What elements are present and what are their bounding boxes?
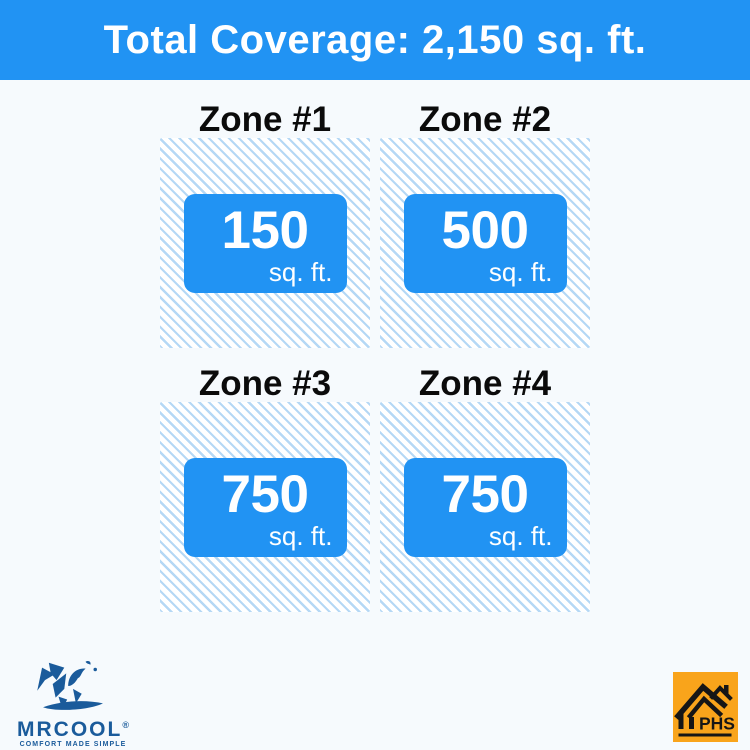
phs-label: PHS [699,714,735,734]
zone-3-coverage-area: 750 sq. ft. [160,402,370,612]
header-title: Total Coverage: 2,150 sq. ft. [103,17,647,62]
zone-4-coverage-area: 750 sq. ft. [380,402,590,612]
zone-1-value-card: 150 sq. ft. [183,193,347,293]
zone-2-value-card: 500 sq. ft. [403,193,567,293]
zone-4-value-card: 750 sq. ft. [403,457,567,557]
polar-bear-icon [37,661,103,710]
zone-1-section: Zone #1 150 sq. ft. [160,80,370,348]
mrcool-logo: MRCOOL® COMFORT MADE SIMPLE [14,656,132,749]
zone-2-title: Zone #2 [418,100,552,139]
zone-3-value: 750 [221,465,309,524]
zone-2-value: 500 [441,201,529,260]
zone-2-unit: sq. ft. [488,257,553,287]
zone-3-title: Zone #3 [198,364,332,403]
mrcool-wordmark: MRCOOL® [14,714,132,741]
zone-2-section: Zone #2 500 sq. ft. [380,80,590,348]
mrcool-tagline: COMFORT MADE SIMPLE [19,741,127,748]
house-roof-icon: PHS [673,672,738,742]
zone-4-unit: sq. ft. [488,521,553,551]
zone-3-unit: sq. ft. [268,521,333,551]
zones-grid: Zone #1 150 sq. ft. Zone #2 500 sq. ft. … [160,80,590,612]
registered-mark: ® [122,720,129,730]
zone-1-value: 150 [221,201,309,260]
phs-logo: PHS [673,672,738,742]
zone-4-section: Zone #4 750 sq. ft. [380,348,590,612]
zone-3-value-card: 750 sq. ft. [183,457,347,557]
zone-4-value: 750 [441,465,529,524]
zone-1-title: Zone #1 [198,100,332,139]
zone-4-title: Zone #4 [418,364,552,403]
mrcool-wordmark-text: MRCOOL [17,718,123,741]
zone-2-coverage-area: 500 sq. ft. [380,138,590,348]
zone-1-unit: sq. ft. [268,257,333,287]
zone-3-section: Zone #3 750 sq. ft. [160,348,370,612]
header-banner: Total Coverage: 2,150 sq. ft. [0,0,750,80]
phs-underline [678,733,732,737]
zone-1-coverage-area: 150 sq. ft. [160,138,370,348]
